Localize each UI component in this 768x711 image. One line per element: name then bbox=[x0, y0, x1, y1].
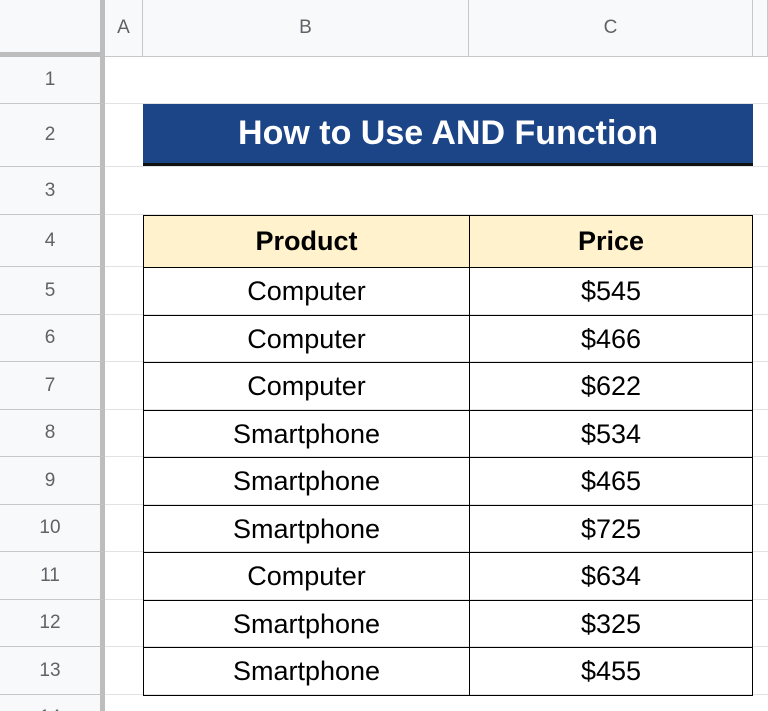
row-header[interactable]: 11 bbox=[0, 552, 105, 600]
row-header[interactable]: 7 bbox=[0, 362, 105, 410]
table-cell: $534 bbox=[469, 410, 753, 458]
table-cell: $545 bbox=[469, 267, 753, 316]
grid-row bbox=[105, 104, 768, 167]
row-header[interactable]: 8 bbox=[0, 410, 105, 457]
grid-row bbox=[105, 552, 768, 600]
grid-row bbox=[105, 167, 768, 215]
table-cell: Smartphone bbox=[143, 505, 470, 553]
row-header[interactable]: 4 bbox=[0, 215, 105, 267]
column-header-blank bbox=[753, 0, 768, 57]
grid-row bbox=[105, 647, 768, 695]
table-header-cell: Product bbox=[143, 215, 470, 268]
row-header[interactable]: 3 bbox=[0, 167, 105, 215]
table-cell: $634 bbox=[469, 552, 753, 601]
table-cell: $622 bbox=[469, 362, 753, 411]
sheet-title: How to Use AND Function bbox=[143, 104, 753, 167]
grid-row bbox=[105, 267, 768, 315]
corner-cell bbox=[0, 0, 105, 57]
column-header[interactable]: C bbox=[469, 0, 753, 57]
grid-row bbox=[105, 600, 768, 647]
column-header[interactable]: B bbox=[143, 0, 469, 57]
table-cell: $455 bbox=[469, 647, 753, 696]
table-header-cell: Price bbox=[469, 215, 753, 268]
grid-row bbox=[105, 315, 768, 362]
row-header[interactable]: 10 bbox=[0, 505, 105, 552]
table-cell: Computer bbox=[143, 315, 470, 363]
row-header[interactable]: 1 bbox=[0, 57, 105, 104]
table-cell: Smartphone bbox=[143, 600, 470, 648]
table-cell: $325 bbox=[469, 600, 753, 648]
table-cell: $465 bbox=[469, 457, 753, 506]
table-cell: Smartphone bbox=[143, 647, 470, 696]
row-header[interactable]: 6 bbox=[0, 315, 105, 362]
column-header[interactable]: A bbox=[105, 0, 143, 57]
row-header[interactable]: 14 bbox=[0, 695, 105, 711]
row-header[interactable]: 9 bbox=[0, 457, 105, 505]
table-cell: Computer bbox=[143, 267, 470, 316]
row-header[interactable]: 12 bbox=[0, 600, 105, 647]
table-cell: $725 bbox=[469, 505, 753, 553]
row-header[interactable]: 5 bbox=[0, 267, 105, 315]
table-cell: Computer bbox=[143, 552, 470, 601]
grid-row bbox=[105, 362, 768, 410]
row-header[interactable]: 2 bbox=[0, 104, 105, 167]
grid-row bbox=[105, 410, 768, 457]
table-cell: Smartphone bbox=[143, 410, 470, 458]
grid-row bbox=[105, 57, 768, 104]
table-cell: $466 bbox=[469, 315, 753, 363]
table-cell: Smartphone bbox=[143, 457, 470, 506]
grid-row bbox=[105, 505, 768, 552]
table-cell: Computer bbox=[143, 362, 470, 411]
grid-row bbox=[105, 457, 768, 505]
row-header[interactable]: 13 bbox=[0, 647, 105, 695]
grid-row bbox=[105, 695, 768, 711]
